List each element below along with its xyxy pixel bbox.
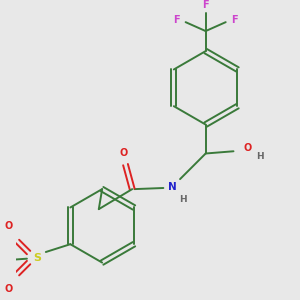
Text: S: S — [33, 253, 41, 262]
Text: N: N — [168, 182, 177, 192]
Text: O: O — [5, 221, 13, 231]
Text: H: H — [180, 195, 187, 204]
Text: F: F — [173, 15, 180, 25]
Text: O: O — [5, 284, 13, 294]
Text: H: H — [256, 152, 263, 161]
Text: O: O — [244, 143, 252, 153]
Text: F: F — [231, 15, 238, 25]
Text: O: O — [119, 148, 128, 158]
Text: F: F — [202, 1, 209, 10]
